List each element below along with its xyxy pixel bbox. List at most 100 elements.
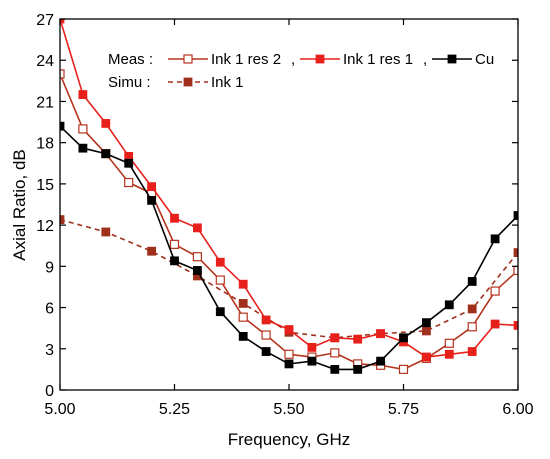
data-point [78,143,88,153]
data-point [238,332,248,341]
data-point [284,325,294,334]
legend-group-meas: Meas : [108,51,153,68]
data-point [307,343,317,352]
data-point [192,266,202,275]
y-tick-label: 21 [36,94,54,111]
data-point [284,359,294,369]
y-tick-label: 24 [36,53,54,70]
y-tick-label: 3 [45,342,54,359]
legend-label: Ink 1 res 1 [343,51,413,68]
data-point [444,349,454,359]
data-point [147,195,157,205]
data-point [192,252,202,262]
data-point [60,215,65,225]
data-point [60,121,65,131]
data-point [238,279,248,289]
data-point [78,124,88,134]
legend-label: Ink 1 [211,74,244,91]
legend-entry: Ink 1 [168,74,244,91]
data-point [467,347,477,356]
legend-marker [183,77,193,87]
data-point [444,300,454,310]
data-point [467,277,477,286]
legend-marker [315,54,325,64]
y-axis-title: Axial Ratio, dB [10,149,29,261]
y-tick-label: 18 [36,136,54,153]
data-point [192,223,202,233]
legend-label: Cu [475,51,494,68]
ticks-layer: 5.00 5.25 5.50 5.75 6.00 0 3 6 9 12 15 18 21 24 27 [36,12,533,418]
data-point [398,364,409,374]
data-point [307,356,317,366]
x-tick-label: 5.75 [388,401,419,418]
legend-label: Ink 1 res 2 [211,51,281,68]
data-point [124,158,134,168]
x-axis-title: Frequency, GHz [228,430,351,449]
data-point [513,211,518,220]
data-point [399,333,408,343]
data-point [330,333,340,343]
x-tick-label: 5.25 [159,401,190,418]
data-point [284,349,294,359]
y-tick-label: 12 [36,218,54,235]
data-point [170,213,179,223]
data-point [124,177,134,188]
data-point [147,182,157,192]
x-tick-label: 5.00 [44,401,75,418]
data-point [513,265,518,276]
data-point [101,119,111,128]
data-point [513,321,518,330]
legend: Meas : Simu : Ink 1 res 2 Ink 1 res 1 Cu Ink … [108,51,494,91]
data-point [444,338,454,348]
data-point [467,304,477,314]
data-point [353,364,363,374]
legend-group-simu: Simu : [108,74,151,91]
y-tick-label: 9 [45,259,54,276]
data-point [490,234,500,244]
data-point [330,348,340,358]
data-point [60,69,65,79]
legend-entry: Cu [432,51,494,68]
data-point [101,227,111,237]
data-point [261,347,271,356]
y-tick-label: 6 [45,301,54,318]
data-point [261,315,271,325]
data-point [169,239,180,249]
data-point [376,329,386,339]
data-point [215,257,225,267]
x-tick-label: 5.50 [273,401,304,418]
data-point [170,256,179,266]
data-point [490,319,500,329]
legend-marker [447,54,457,64]
series-1 [60,19,518,362]
data-point [421,318,431,328]
y-tick-label: 15 [36,177,54,194]
data-point [513,248,518,257]
legend-separator: , [291,51,295,68]
x-tick-label: 6.00 [502,401,533,418]
series-2 [60,121,518,374]
data-point [467,322,477,332]
data-point [78,90,88,99]
data-point [215,275,225,285]
legend-marker [183,54,193,64]
data-point [261,330,271,340]
legend-entry: Ink 1 res 2 [168,51,281,68]
series-3 [60,215,518,343]
legend-separator: , [423,51,427,68]
y-tick-label: 0 [45,383,54,400]
data-point [215,307,225,317]
series-line [60,73,518,371]
series-line [60,218,518,339]
data-point [421,352,431,362]
data-point [147,246,157,256]
y-tick-label: 27 [36,12,54,29]
series-layer [60,19,518,374]
data-point [60,19,65,24]
data-point [101,149,111,159]
data-point [376,356,386,366]
data-point [421,326,431,336]
data-point [330,364,340,374]
legend-entry: Ink 1 res 1 [300,51,413,68]
